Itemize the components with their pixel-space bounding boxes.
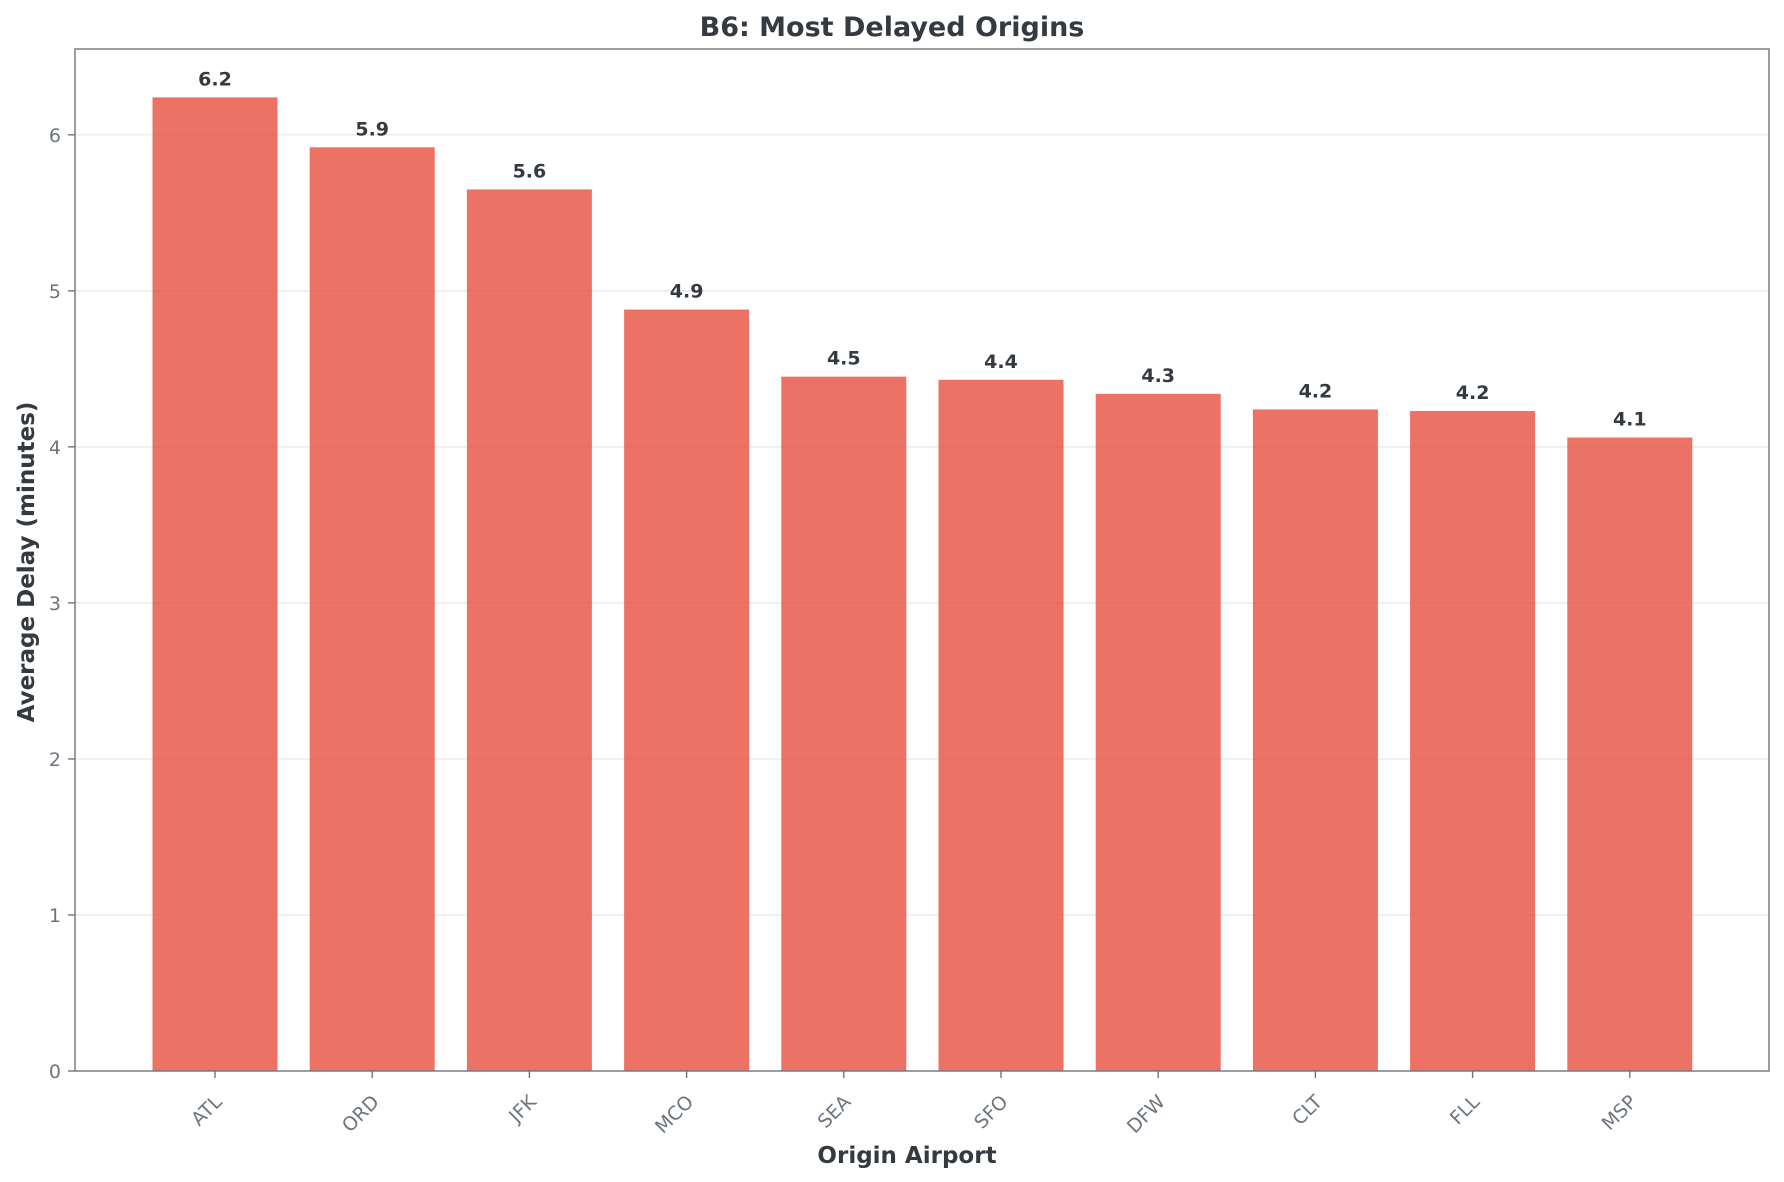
x-axis-ticks: ATL ORD JFK MCO SEA SFO DFW CLT FLL MSP <box>187 1071 1641 1138</box>
bar-value-label: 4.9 <box>670 281 704 303</box>
bar-value-label: 5.6 <box>513 160 547 182</box>
y-axis-label: Average Delay (minutes) <box>14 402 40 723</box>
bar-value-label: 4.2 <box>1299 380 1333 402</box>
bar-clt <box>1252 409 1378 1071</box>
y-tick-label: 0 <box>49 1061 61 1083</box>
bar-ord <box>309 147 435 1071</box>
bar-value-label: 4.5 <box>827 348 861 370</box>
value-labels: 6.2 5.9 5.6 4.9 4.5 4.4 4.3 4.2 4.2 4.1 <box>198 68 1646 430</box>
x-tick-label: MCO <box>651 1091 698 1138</box>
bar-msp <box>1567 437 1693 1072</box>
chart-title: B6: Most Delayed Origins <box>700 12 1085 43</box>
bar-sea <box>781 376 907 1071</box>
y-tick-label: 2 <box>49 749 61 771</box>
y-tick-label: 1 <box>49 905 61 927</box>
x-tick-label: ATL <box>187 1091 227 1131</box>
bar-fll <box>1410 410 1536 1071</box>
bar-value-label: 5.9 <box>355 118 389 140</box>
bar-value-label: 4.2 <box>1456 382 1490 404</box>
y-tick-label: 3 <box>49 593 61 615</box>
x-tick-label: ORD <box>338 1091 384 1137</box>
bar-jfk <box>466 189 592 1071</box>
x-tick-label: MSP <box>1598 1091 1642 1135</box>
bar-atl <box>152 97 278 1072</box>
y-tick-label: 5 <box>49 281 61 303</box>
x-tick-label: SEA <box>814 1091 856 1133</box>
bar-value-label: 4.4 <box>984 351 1018 373</box>
x-tick-label: DFW <box>1123 1091 1170 1138</box>
plot-frame <box>74 48 1770 1072</box>
bar-value-label: 6.2 <box>198 68 232 90</box>
bars <box>152 97 1693 1072</box>
y-tick-label: 4 <box>49 437 61 459</box>
bar-dfw <box>1095 393 1221 1071</box>
bar-value-label: 4.3 <box>1141 365 1175 387</box>
y-axis-ticks: 0 1 2 3 4 5 6 <box>49 125 75 1083</box>
bar-sfo <box>938 379 1064 1071</box>
x-tick-label: JFK <box>504 1091 541 1128</box>
x-tick-label: SFO <box>970 1091 1012 1133</box>
bar-value-label: 4.1 <box>1613 409 1647 431</box>
x-tick-label: FLL <box>1446 1091 1485 1130</box>
x-axis-label: Origin Airport <box>817 1143 996 1169</box>
bar-mco <box>624 309 750 1071</box>
x-tick-label: CLT <box>1288 1091 1327 1130</box>
y-tick-label: 6 <box>49 125 61 147</box>
